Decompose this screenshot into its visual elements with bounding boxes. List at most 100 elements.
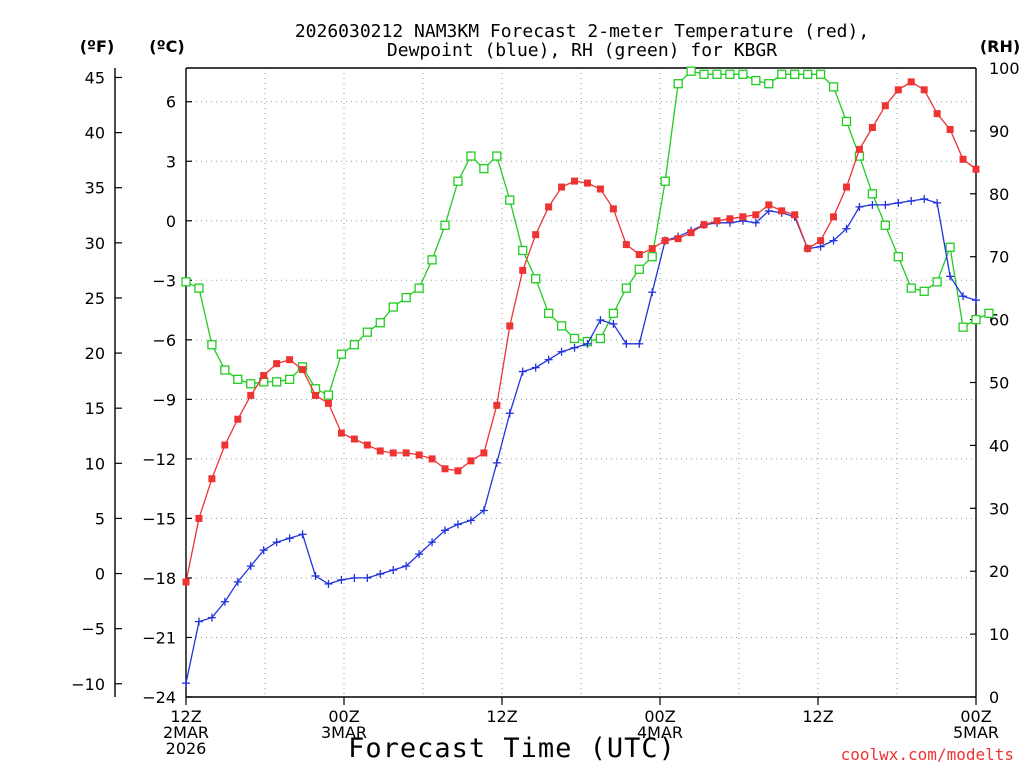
dewpoint-point bbox=[415, 550, 424, 559]
temperature-point bbox=[415, 451, 423, 459]
rh-point bbox=[751, 75, 761, 86]
rh-tick-label: 50 bbox=[989, 374, 1009, 393]
rh-tick-label: 60 bbox=[989, 311, 1009, 330]
dewpoint-point bbox=[635, 339, 644, 348]
dewpoint-point bbox=[505, 409, 514, 418]
celsius-tick-label: −3 bbox=[152, 271, 176, 290]
dewpoint-point bbox=[453, 520, 462, 529]
credit-text: coolwx.com/modelts bbox=[841, 745, 1014, 764]
rh-point bbox=[712, 69, 722, 79]
temperature-point bbox=[778, 207, 786, 215]
temperature-point bbox=[208, 475, 216, 483]
x-tick-label: 00Z bbox=[960, 707, 991, 726]
temperature-point bbox=[868, 124, 876, 132]
rh-point bbox=[906, 283, 916, 293]
temperature-point bbox=[830, 213, 838, 221]
dewpoint-point bbox=[479, 506, 488, 515]
temperature-point bbox=[273, 360, 281, 368]
dewpoint-point bbox=[363, 573, 372, 582]
rh-point bbox=[595, 333, 606, 344]
temperature-point bbox=[493, 401, 501, 409]
dewpoint-point bbox=[324, 579, 333, 588]
series-dewpoint bbox=[182, 194, 980, 688]
temperature-point bbox=[959, 155, 967, 163]
rh-tick-label: 10 bbox=[989, 625, 1009, 644]
temperature-point bbox=[765, 201, 773, 209]
temperature-point bbox=[467, 457, 475, 465]
rh-point bbox=[621, 283, 631, 293]
dewpoint-point bbox=[842, 224, 851, 233]
celsius-tick-label: 0 bbox=[166, 212, 176, 231]
temperature-point bbox=[855, 145, 863, 153]
temperature-point bbox=[596, 185, 604, 193]
temperature-point bbox=[182, 578, 190, 586]
temperature-point bbox=[933, 110, 941, 118]
fahrenheit-unit-label: (ºF) bbox=[80, 37, 115, 56]
rh-point bbox=[401, 292, 411, 303]
fahrenheit-tick-label: 25 bbox=[85, 289, 105, 308]
rh-point bbox=[272, 377, 282, 387]
temperature-point bbox=[519, 266, 527, 274]
x-axis-title: Forecast Time (UTC) bbox=[348, 733, 676, 764]
x-tick-label: 00Z bbox=[644, 707, 675, 726]
dewpoint-point bbox=[751, 218, 760, 227]
rh-point bbox=[777, 69, 787, 79]
temperature-point bbox=[752, 211, 760, 219]
temperature-point bbox=[635, 251, 643, 259]
dewpoint-point bbox=[557, 347, 566, 356]
fahrenheit-tick-label: −10 bbox=[71, 675, 105, 694]
dewpoint-point bbox=[220, 597, 229, 606]
temperature-point bbox=[234, 415, 242, 423]
dewpoint-point bbox=[959, 292, 968, 301]
temperature-point bbox=[804, 245, 812, 253]
dewpoint-point bbox=[946, 272, 955, 281]
temperature-point bbox=[480, 449, 488, 457]
dewpoint-point bbox=[492, 458, 501, 467]
rh-point bbox=[466, 151, 476, 161]
temperature-point bbox=[972, 165, 980, 173]
rh-point bbox=[246, 379, 256, 389]
rh-point bbox=[764, 79, 774, 89]
rh-point bbox=[492, 151, 502, 161]
rh-point bbox=[453, 176, 463, 186]
fahrenheit-tick-label: 5 bbox=[95, 509, 105, 528]
x-tick-label: 12Z bbox=[170, 707, 201, 726]
temperature-point bbox=[622, 241, 630, 249]
dewpoint-point bbox=[233, 577, 242, 586]
temperature-point bbox=[842, 183, 850, 191]
dewpoint-point bbox=[583, 339, 592, 348]
rh-point bbox=[375, 318, 385, 328]
dewpoint-point bbox=[531, 363, 540, 372]
celsius-tick-label: −6 bbox=[152, 331, 176, 350]
dewpoint-point bbox=[376, 569, 385, 578]
rh-point bbox=[634, 264, 644, 274]
dewpoint-point bbox=[466, 516, 475, 525]
dewpoint-point bbox=[402, 562, 411, 571]
rh-point bbox=[919, 286, 929, 296]
temperature-point bbox=[350, 435, 358, 443]
celsius-tick-label: 6 bbox=[166, 93, 176, 112]
celsius-tick-label: −9 bbox=[152, 390, 176, 409]
dewpoint-point bbox=[518, 367, 527, 376]
rh-point bbox=[427, 255, 437, 265]
chart-title-line-1: 2026030212 NAM3KM Forecast 2-meter Tempe… bbox=[295, 21, 869, 42]
dewpoint-point bbox=[868, 200, 877, 209]
rh-point bbox=[349, 340, 360, 350]
dewpoint-point bbox=[622, 339, 631, 348]
rh-point bbox=[971, 314, 981, 325]
x-tick-label: 2026 bbox=[166, 739, 207, 758]
temperature-point bbox=[195, 514, 203, 522]
rh-point bbox=[841, 116, 852, 127]
temperature-point bbox=[312, 391, 320, 399]
fahrenheit-tick-label: 30 bbox=[85, 234, 105, 253]
celsius-tick-label: −21 bbox=[142, 628, 176, 647]
dewpoint-point bbox=[194, 617, 203, 626]
rh-point bbox=[505, 195, 515, 205]
dewpoint-point bbox=[609, 319, 618, 328]
fahrenheit-tick-label: 35 bbox=[85, 179, 105, 198]
dewpoint-point bbox=[259, 546, 268, 555]
temperature-point bbox=[881, 102, 889, 110]
x-tick-label: 3MAR bbox=[321, 723, 367, 742]
temperature-point bbox=[583, 179, 591, 187]
